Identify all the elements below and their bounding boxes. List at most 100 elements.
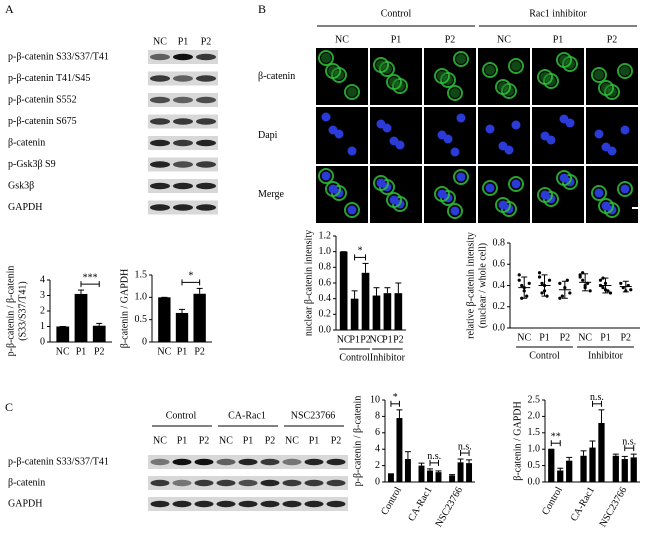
lane-label: P1 (178, 36, 189, 47)
x-tick-label: P2 (621, 332, 632, 343)
cell-membrane (495, 197, 511, 213)
sig-label: n.s. (622, 436, 636, 447)
cell-membrane (373, 175, 389, 191)
y-tick-label: 0.6 (493, 259, 506, 270)
group-header: Control (166, 410, 197, 421)
data-point (540, 291, 544, 295)
cell-membrane (386, 74, 402, 90)
bar (566, 460, 573, 482)
data-point (537, 271, 542, 275)
data-point (547, 278, 552, 282)
blot-band (150, 139, 170, 147)
cell-nucleus (376, 119, 386, 129)
x-tick-label: NC (337, 334, 351, 345)
blot-band (150, 118, 170, 125)
bar (74, 293, 88, 342)
cell-nucleus (450, 206, 460, 216)
cell-membrane (537, 69, 553, 85)
blot-row-label: p-β-catenin S552 (8, 94, 77, 105)
y-tick-label: 4 (375, 443, 380, 454)
sig-label: * (393, 392, 398, 403)
blot-band (196, 118, 216, 125)
cell-nucleus (620, 125, 630, 135)
lane-label: P1 (391, 34, 402, 45)
bar (612, 455, 619, 482)
y-tick-label: 1 (40, 321, 45, 332)
cell-body (389, 77, 399, 87)
cell-nucleus (456, 172, 466, 182)
blot-band (172, 500, 192, 508)
data-point (517, 273, 521, 277)
cell-membrane (482, 180, 498, 196)
group-label: NSC23766 (598, 485, 630, 529)
group-label: NSC23766 (433, 485, 465, 529)
cell-nucleus (347, 146, 357, 156)
bar (598, 422, 605, 482)
data-point (606, 289, 610, 293)
lane-label: NC (285, 435, 299, 446)
lane-label: NC (497, 34, 511, 45)
bar (427, 470, 433, 482)
y-tick-label: 0.5 (135, 314, 148, 325)
blot-row-label: β-catenin (8, 477, 45, 488)
cell-body (328, 66, 338, 76)
data-point (517, 278, 521, 282)
blot-band (196, 182, 216, 190)
cell-body (559, 55, 569, 65)
bar (361, 272, 370, 330)
data-point (578, 275, 582, 279)
bar (396, 418, 403, 482)
cell-nucleus (594, 188, 604, 198)
bar (383, 293, 392, 330)
cell-body (594, 70, 604, 80)
y-tick-label: 6 (375, 427, 380, 438)
group-header: Rac1 inhibitor (529, 8, 587, 19)
bar (175, 312, 189, 342)
x-tick-label: P2 (393, 334, 404, 345)
y-tick-label: 2 (375, 460, 380, 471)
cell-body (456, 54, 466, 64)
y-tick-label: 0.0 (528, 476, 541, 487)
y-tick-label: 0.6 (319, 277, 332, 288)
sig-label: * (358, 246, 363, 257)
cell-nucleus (559, 114, 569, 124)
cell-nucleus (498, 141, 508, 151)
blot-band (238, 479, 258, 487)
bar (418, 465, 425, 482)
blot-band (173, 75, 193, 82)
cell-body (620, 66, 630, 76)
y-axis-label: nuclear β-catenin intensity (303, 230, 314, 336)
data-point (568, 291, 572, 295)
image-row-label: Merge (258, 189, 284, 200)
blot-band (326, 479, 346, 487)
data-point (560, 294, 564, 298)
cell-membrane (325, 181, 341, 197)
cell-body (347, 87, 357, 97)
y-tick-label: 8 (375, 411, 380, 422)
group-label: CA-Rac1 (406, 485, 434, 523)
x-tick-label: NC (578, 332, 592, 343)
y-tick-label: 2.0 (528, 411, 541, 422)
y-axis-label: relative β-catenin intensity (465, 232, 476, 339)
sig-label: * (188, 271, 193, 282)
bar (92, 325, 106, 342)
cell-body (485, 65, 495, 75)
cell-membrane (617, 181, 633, 197)
blot-band (194, 479, 214, 487)
blot-row-label: GAPDH (8, 498, 42, 509)
cell-membrane (386, 192, 402, 208)
data-point (608, 291, 613, 295)
group-label: Inhibitor (370, 352, 406, 363)
data-point (558, 296, 562, 300)
bar (630, 457, 637, 482)
lane-label: P2 (265, 435, 276, 446)
cell-nucleus (437, 189, 447, 199)
blot-row-label: p-β-catenin S33/S37/T41 (8, 51, 109, 62)
y-axis-label: p-β-catenin / β-catenin (5, 266, 16, 357)
x-tick-label: P1 (177, 346, 188, 357)
cell-membrane (344, 202, 360, 218)
data-point (598, 278, 603, 282)
x-tick-label: P1 (349, 334, 360, 345)
lane-label: NC (153, 36, 167, 47)
blot-band (173, 96, 193, 104)
